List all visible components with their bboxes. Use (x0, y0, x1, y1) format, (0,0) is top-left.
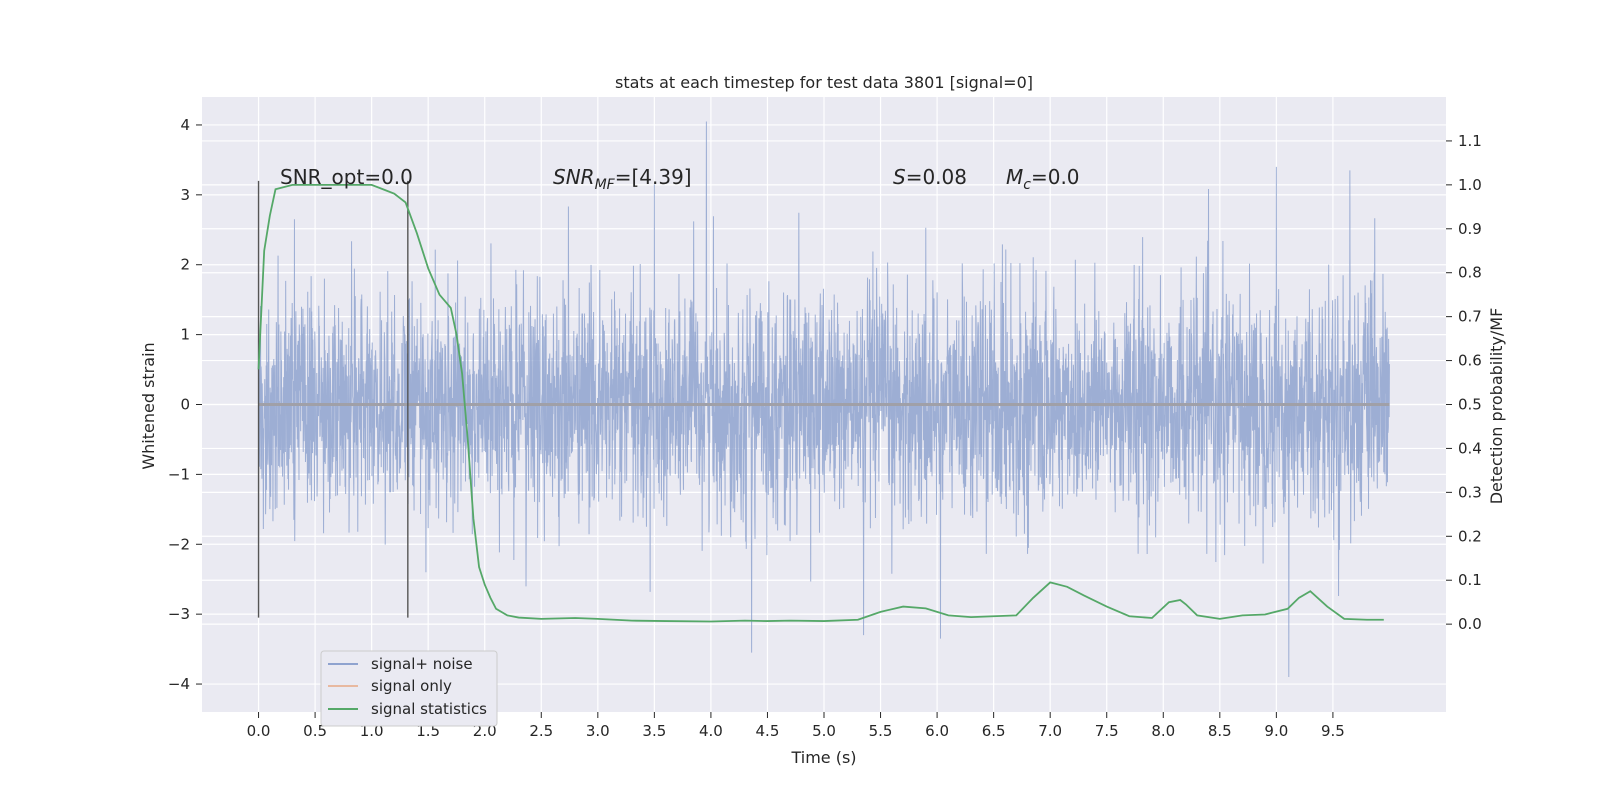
data-layer (257, 121, 1390, 678)
annotation-mc: Mc=0.0 (1006, 165, 1080, 193)
annotation-snr-mf-value: =[4.39] (615, 165, 692, 189)
x-axis-label: Time (s) (790, 748, 856, 767)
y-tick-label-right: 0.6 (1458, 352, 1482, 370)
chart-title: stats at each timestep for test data 380… (615, 73, 1033, 92)
x-tick-label: 7.5 (1095, 722, 1119, 740)
x-tick-label: 9.5 (1321, 722, 1345, 740)
series-signal-statistics-line (257, 183, 1384, 623)
y-tick-label-left: −3 (168, 605, 190, 623)
x-tick-label: 7.0 (1038, 722, 1062, 740)
y-tick-label-left: −2 (168, 535, 190, 553)
annotation-mc-value: =0.0 (1031, 165, 1080, 189)
y-tick-label-right: 0.7 (1458, 308, 1482, 326)
legend: signal+ noise signal only signal statist… (320, 650, 498, 727)
x-tick-label: 6.5 (982, 722, 1006, 740)
x-tick-label: 5.5 (869, 722, 893, 740)
annotation-s: S=0.08 (893, 165, 967, 189)
y-tick-label-right: 0.2 (1458, 527, 1482, 545)
legend-label-signal-noise: signal+ noise (371, 655, 473, 673)
x-tick-label: 0.0 (247, 722, 271, 740)
annotation-snr-mf-symbol: SNR (553, 165, 595, 189)
annotation-s-value: =0.08 (906, 165, 967, 189)
axis-layer: 0.0 0.5 1.0 1.5 2.0 2.5 3.0 3.5 4.0 4.5 5.0 5.5 6.0 6… (168, 116, 1482, 740)
y-tick-label-right: 0.4 (1458, 439, 1482, 457)
y-tick-label-left: −4 (168, 675, 190, 693)
y-tick-label-right: 1.0 (1458, 176, 1482, 194)
annotation-snr-mf-subscript: MF (595, 177, 616, 193)
annotation-snr-mf: SNRMF=[4.39] (553, 165, 692, 193)
legend-label-signal-only: signal only (371, 677, 452, 695)
x-tick-label: 0.5 (303, 722, 327, 740)
y-tick-label-left: 3 (180, 186, 190, 204)
y-axis-label-left: Whitened strain (139, 342, 158, 469)
legend-box (320, 650, 498, 727)
y-tick-label-left: 1 (180, 326, 190, 344)
x-tick-label: 6.0 (925, 722, 949, 740)
y-tick-label-right: 0.8 (1458, 264, 1482, 282)
y-tick-label-right: 0.3 (1458, 483, 1482, 501)
x-tick-label: 9.0 (1264, 722, 1288, 740)
legend-label-signal-statistics: signal statistics (371, 700, 487, 718)
y-tick-label-right: 0.1 (1458, 571, 1482, 589)
x-tick-label: 8.5 (1208, 722, 1232, 740)
annotation-mc-subscript: c (1023, 177, 1031, 193)
y-tick-label-right: 0.0 (1458, 615, 1482, 633)
y-tick-label-left: −1 (168, 465, 190, 483)
y-tick-label-right: 1.1 (1458, 132, 1482, 150)
annotation-snr-opt: SNR_opt=0.0 (280, 165, 413, 189)
x-tick-label: 4.5 (756, 722, 780, 740)
series-signal-noise-line (258, 121, 1390, 678)
x-tick-label: 3.5 (642, 722, 666, 740)
y-tick-label-right: 0.9 (1458, 220, 1482, 238)
x-tick-label: 5.0 (812, 722, 836, 740)
x-tick-label: 4.0 (699, 722, 723, 740)
y-tick-label-left: 2 (180, 256, 190, 274)
x-tick-label: 2.5 (529, 722, 553, 740)
annotation-s-symbol: S (893, 165, 906, 189)
y-tick-label-right: 0.5 (1458, 396, 1482, 414)
annotation-mc-symbol: M (1006, 165, 1023, 189)
y-tick-label-left: 4 (180, 116, 190, 134)
x-tick-label: 8.0 (1151, 722, 1175, 740)
x-tick-label: 3.0 (586, 722, 610, 740)
y-axis-label-right: Detection probability/MF (1487, 308, 1506, 505)
y-tick-label-left: 0 (180, 396, 190, 414)
